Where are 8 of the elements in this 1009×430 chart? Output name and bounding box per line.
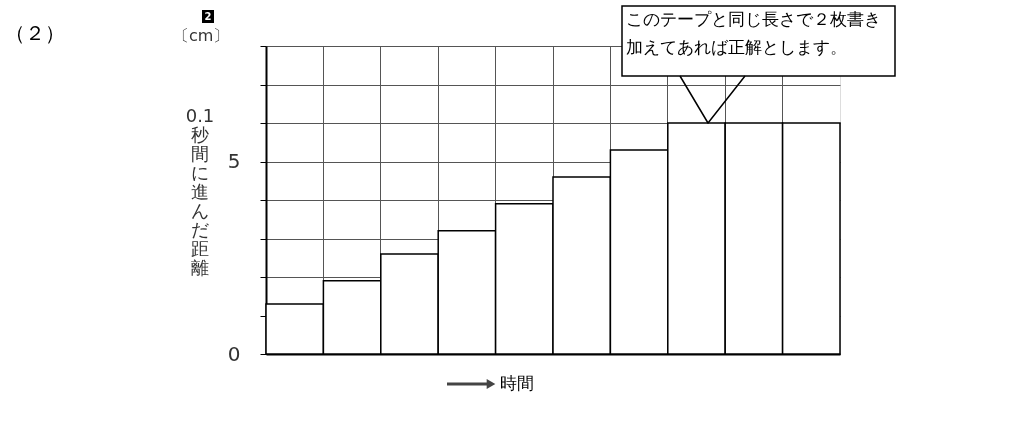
x-axis-title: 時間: [500, 373, 534, 393]
text: 〔cm〕: [173, 26, 230, 45]
y-tick-label: 5: [227, 149, 241, 173]
text: 0.1秒間に進んだ距離: [185, 105, 215, 278]
y-tick-label: 0: [227, 341, 241, 366]
annotation: このテープと同じ長さで２枚書き加えてあれば正解とします。: [626, 9, 881, 57]
text: （２）: [5, 21, 65, 45]
text: 2: [204, 11, 212, 22]
